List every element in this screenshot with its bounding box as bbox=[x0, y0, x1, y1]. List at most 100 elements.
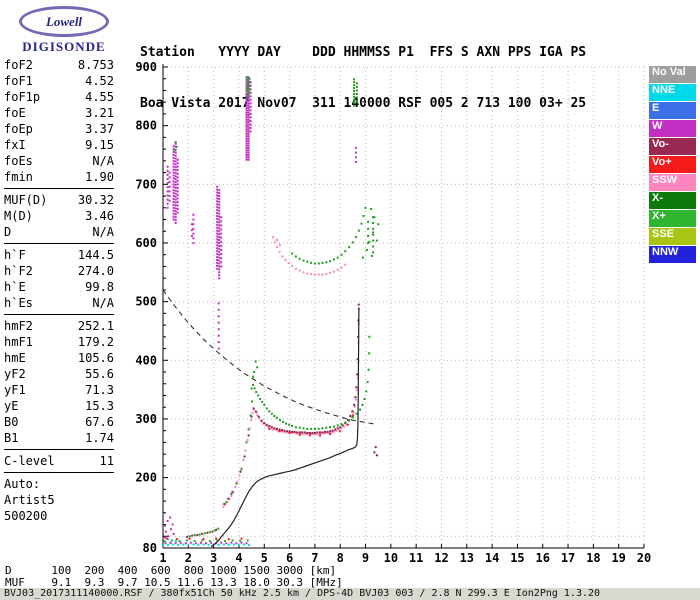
param-label: Auto: bbox=[4, 477, 41, 491]
svg-text:80: 80 bbox=[143, 541, 157, 555]
param-label: foEs bbox=[4, 154, 33, 168]
param-label: M(D) bbox=[4, 209, 33, 223]
param-label: fxI bbox=[4, 138, 26, 152]
param-label: foF1 bbox=[4, 74, 33, 88]
svg-text:7: 7 bbox=[311, 551, 318, 565]
param-row: foF1 4.52 bbox=[4, 73, 114, 89]
svg-text:200: 200 bbox=[135, 471, 157, 485]
param-label: foF2 bbox=[4, 58, 33, 72]
param-value: N/A bbox=[92, 296, 114, 310]
legend-item-nne: NNE bbox=[649, 84, 696, 101]
param-row: hmF2 252.1 bbox=[4, 318, 114, 334]
param-label: h`E bbox=[4, 280, 26, 294]
svg-text:900: 900 bbox=[135, 60, 157, 74]
param-row: h`Es N/A bbox=[4, 295, 114, 311]
status-bar: BVJ03_2017311140000.RSF / 380fx51Ch 50 k… bbox=[0, 588, 700, 600]
svg-text:5: 5 bbox=[261, 551, 268, 565]
svg-text:600: 600 bbox=[135, 236, 157, 250]
legend-item-ssw: SSW bbox=[649, 174, 696, 191]
param-value: 15.3 bbox=[85, 399, 114, 413]
svg-text:4: 4 bbox=[235, 551, 242, 565]
param-row: foF2 8.753 bbox=[4, 57, 114, 73]
param-value: 4.52 bbox=[85, 74, 114, 88]
series-muf-transmission-curve bbox=[162, 289, 376, 425]
legend-item-x+: X+ bbox=[649, 210, 696, 227]
legend-item-no-val: No Val bbox=[649, 66, 696, 83]
param-value: 3.46 bbox=[85, 209, 114, 223]
legend-item-nnw: NNW bbox=[649, 246, 696, 263]
param-label: yE bbox=[4, 399, 19, 413]
plot-grid bbox=[163, 66, 645, 548]
param-separator bbox=[4, 314, 114, 315]
param-row: MUF(D) 30.32 bbox=[4, 192, 114, 208]
svg-text:6: 6 bbox=[286, 551, 293, 565]
station-header: Station YYYY DAY DDD HHMMSS P1 FFS S AXN… bbox=[140, 10, 586, 146]
svg-text:20: 20 bbox=[637, 551, 651, 565]
param-value: 11 bbox=[99, 454, 114, 468]
param-label: h`F2 bbox=[4, 264, 33, 278]
series-noise-floor-green bbox=[163, 539, 249, 542]
svg-text:800: 800 bbox=[135, 119, 157, 133]
svg-text:12: 12 bbox=[434, 551, 448, 565]
svg-text:11: 11 bbox=[409, 551, 423, 565]
doppler-direction-legend: No Val NNE E W Vo- Vo+ SSW X- X+ SSE NNW bbox=[649, 66, 697, 264]
series-f-trace-o-red bbox=[268, 414, 354, 437]
legend-item-sse: SSE bbox=[649, 228, 696, 245]
param-row: fmin 1.90 bbox=[4, 169, 114, 185]
series-f-trace-o-dark bbox=[223, 303, 360, 505]
logo-lowell-text: Lowell bbox=[45, 13, 83, 29]
param-value: 4.55 bbox=[85, 90, 114, 104]
legend-item-vo-: Vo- bbox=[649, 138, 696, 155]
series-echo-dots-dark bbox=[373, 446, 378, 457]
svg-text:300: 300 bbox=[135, 412, 157, 426]
series-interference-green bbox=[173, 76, 375, 254]
param-label: foE bbox=[4, 106, 26, 120]
param-label: MUF(D) bbox=[4, 193, 48, 207]
series-f-trace-x-green bbox=[225, 335, 371, 504]
parameter-panel: foF2 8.753 foF1 4.52 foF1p 4.55 foE 3.21 foEp 3.3… bbox=[4, 57, 114, 524]
param-value: 3.21 bbox=[85, 106, 114, 120]
param-value: 105.6 bbox=[77, 351, 114, 365]
param-value: 99.8 bbox=[85, 280, 114, 294]
lowell-logo-oval: Lowell bbox=[19, 6, 109, 37]
param-label: h`F bbox=[4, 248, 26, 262]
param-label: B0 bbox=[4, 415, 19, 429]
svg-text:9: 9 bbox=[362, 551, 369, 565]
svg-text:1: 1 bbox=[159, 551, 166, 565]
param-row: foE 3.21 bbox=[4, 105, 114, 121]
param-row: Artist5 bbox=[4, 492, 114, 508]
param-row: Auto: bbox=[4, 476, 114, 492]
param-label: D bbox=[4, 225, 12, 239]
param-row: foF1p 4.55 bbox=[4, 89, 114, 105]
param-value: 30.32 bbox=[77, 193, 114, 207]
param-value: 55.6 bbox=[85, 367, 114, 381]
param-row: B1 1.74 bbox=[4, 430, 114, 446]
svg-text:17: 17 bbox=[561, 551, 575, 565]
series-interference-magenta bbox=[166, 76, 357, 350]
series-e-trace-green bbox=[188, 527, 220, 538]
series-second-hop-green bbox=[291, 206, 380, 265]
svg-text:10: 10 bbox=[384, 551, 398, 565]
param-label: yF2 bbox=[4, 367, 26, 381]
param-value: 71.3 bbox=[85, 383, 114, 397]
svg-text:15: 15 bbox=[510, 551, 524, 565]
param-value: 9.15 bbox=[85, 138, 114, 152]
param-row: yF2 55.6 bbox=[4, 366, 114, 382]
logo-digisonde-text: DIGISONDE bbox=[22, 39, 106, 54]
param-row: yF1 71.3 bbox=[4, 382, 114, 398]
param-label: yF1 bbox=[4, 383, 26, 397]
param-label: hmF1 bbox=[4, 335, 33, 349]
param-label: fmin bbox=[4, 170, 33, 184]
param-value: 1.74 bbox=[85, 431, 114, 445]
legend-item-w: W bbox=[649, 120, 696, 137]
param-label: h`Es bbox=[4, 296, 33, 310]
param-row: h`E 99.8 bbox=[4, 279, 114, 295]
param-row: h`F 144.5 bbox=[4, 247, 114, 263]
param-value: 179.2 bbox=[77, 335, 114, 349]
param-separator bbox=[4, 449, 114, 450]
param-row: h`F2 274.0 bbox=[4, 263, 114, 279]
param-label: hmF2 bbox=[4, 319, 33, 333]
